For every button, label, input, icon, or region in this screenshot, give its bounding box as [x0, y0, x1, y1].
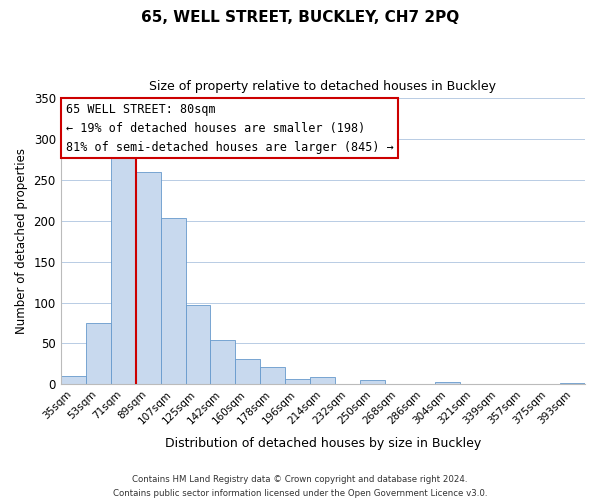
Bar [360, 380, 385, 384]
Bar [61, 376, 86, 384]
Bar [110, 149, 136, 384]
Bar [235, 359, 260, 384]
Bar [260, 367, 286, 384]
Bar [435, 382, 460, 384]
Text: Contains HM Land Registry data © Crown copyright and database right 2024.
Contai: Contains HM Land Registry data © Crown c… [113, 476, 487, 498]
Y-axis label: Number of detached properties: Number of detached properties [15, 148, 28, 334]
Bar [86, 323, 110, 384]
Title: Size of property relative to detached houses in Buckley: Size of property relative to detached ho… [149, 80, 496, 93]
Bar [310, 377, 335, 384]
Bar [560, 382, 585, 384]
Text: 65, WELL STREET, BUCKLEY, CH7 2PQ: 65, WELL STREET, BUCKLEY, CH7 2PQ [141, 10, 459, 25]
X-axis label: Distribution of detached houses by size in Buckley: Distribution of detached houses by size … [165, 437, 481, 450]
Bar [211, 340, 235, 384]
Bar [136, 172, 161, 384]
Bar [286, 380, 310, 384]
Text: 65 WELL STREET: 80sqm
← 19% of detached houses are smaller (198)
81% of semi-det: 65 WELL STREET: 80sqm ← 19% of detached … [66, 102, 394, 154]
Bar [161, 218, 185, 384]
Bar [185, 305, 211, 384]
